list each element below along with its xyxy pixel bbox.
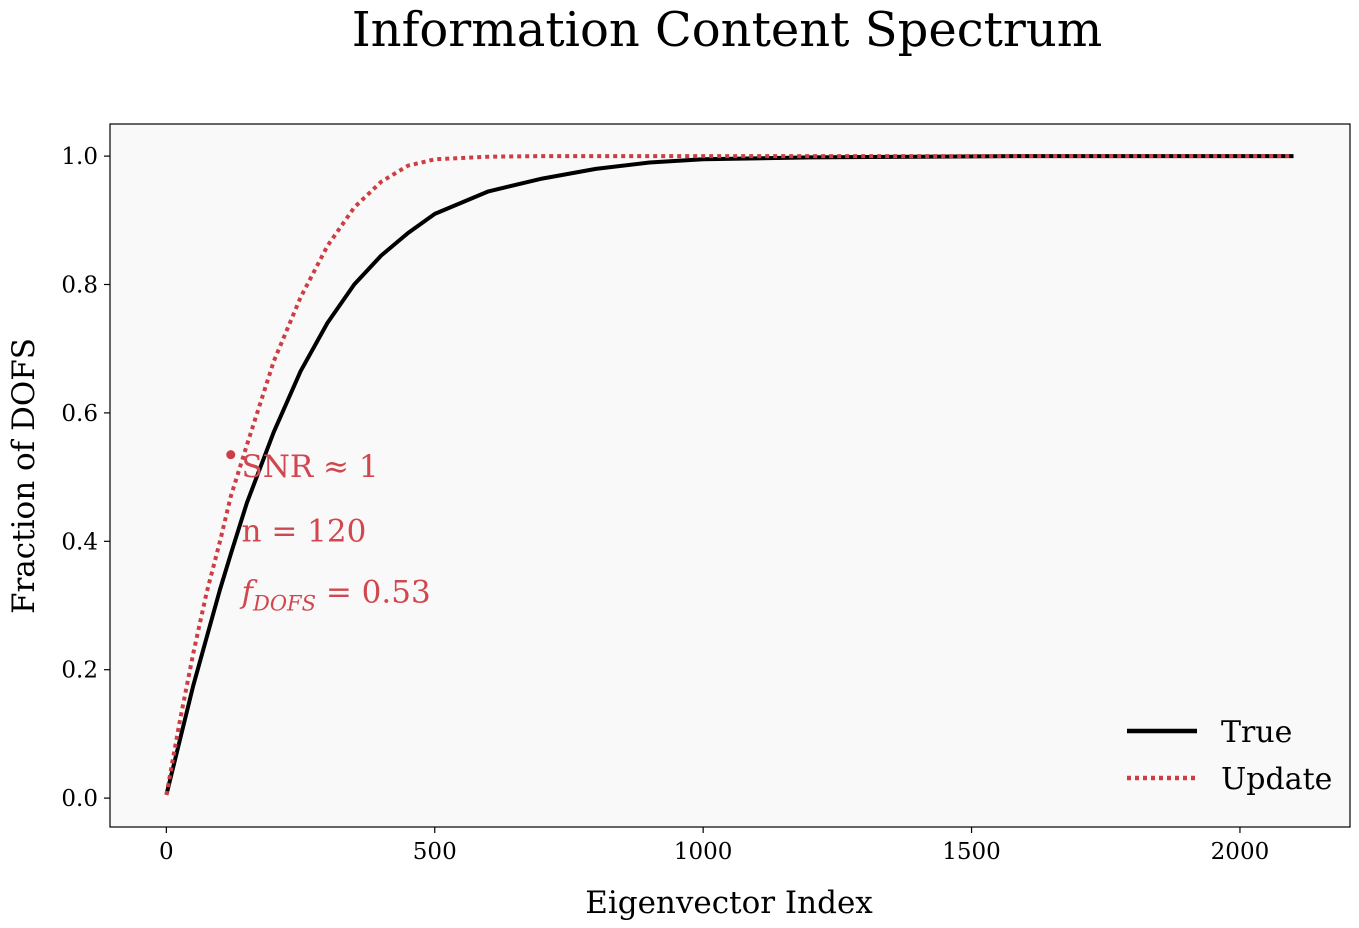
series-line-update (164, 154, 1294, 796)
y-axis: 0.0 0.2 0.4 0.6 0.8 1.0 (61, 144, 110, 812)
annotation-2: fDOFS = 0.53 (240, 574, 431, 615)
y-tick-label: 1.0 (61, 144, 98, 170)
y-tick-label: 0.6 (61, 401, 98, 427)
y-tick-label: 0.4 (61, 529, 98, 555)
plot-area (109, 123, 1351, 828)
y-tick-label: 0.2 (61, 658, 98, 684)
legend-label-update: Update (1221, 762, 1332, 797)
x-axis: 0 500 1000 1500 2000 (159, 827, 1269, 865)
x-tick-label: 2000 (1211, 839, 1270, 865)
x-tick-label: 500 (413, 839, 457, 865)
series-layer (164, 154, 1294, 796)
legend-label-true: True (1221, 715, 1292, 750)
y-axis-label: Fraction of DOFS (6, 338, 42, 614)
annotations: SNR ≈ 1 n = 120 fDOFS = 0.53 (240, 449, 431, 615)
x-tick-label: 1500 (942, 839, 1001, 865)
y-tick-label: 0.0 (61, 786, 98, 812)
x-axis-label: Eigenvector Index (585, 885, 873, 921)
legend: True Update (1127, 715, 1332, 797)
chart-title: Information Content Spectrum (352, 2, 1103, 58)
y-tick-label: 0.8 (61, 273, 98, 299)
annotation-1: n = 120 (242, 513, 367, 549)
snr-marker (226, 450, 236, 460)
annotation-0: SNR ≈ 1 (242, 449, 379, 485)
x-tick-label: 1000 (674, 839, 733, 865)
x-tick-label: 0 (159, 839, 174, 865)
